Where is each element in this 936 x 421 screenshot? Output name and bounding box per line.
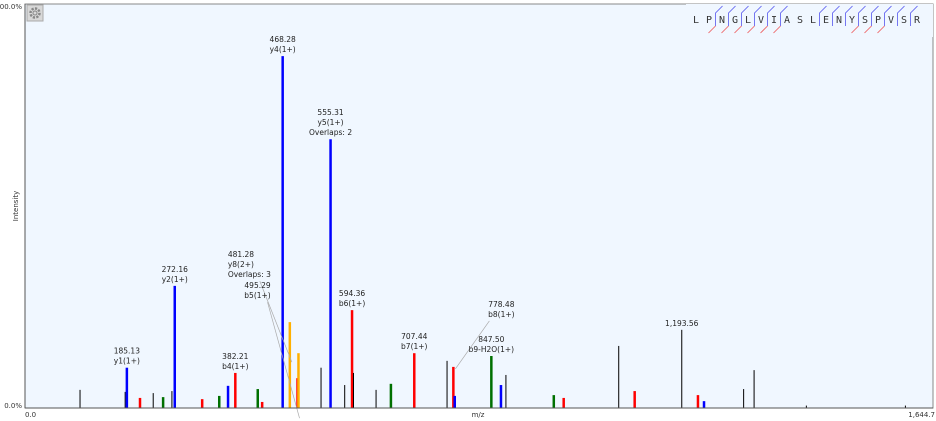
y-ion-marker (819, 5, 827, 26)
peak-label: Overlaps: 3 (228, 270, 271, 279)
b-ion-marker (708, 25, 716, 34)
residue[interactable]: V (888, 15, 894, 26)
residue[interactable]: N (719, 15, 725, 26)
peak-label: 778.48 (488, 300, 514, 309)
y-ion-marker (910, 5, 918, 26)
y-tick-min: 0.0% (4, 402, 22, 410)
y-ion-marker (767, 5, 775, 26)
residue[interactable]: G (732, 15, 738, 26)
x-tick-max: 1,644.7 (908, 411, 935, 419)
residue[interactable]: L (693, 15, 699, 26)
residue[interactable]: R (914, 15, 921, 26)
residue[interactable]: S (901, 15, 907, 26)
peak-label: 382.21 (222, 352, 248, 361)
residue[interactable]: P (706, 15, 712, 26)
y-ion-marker (728, 5, 736, 26)
b-ion-marker (877, 25, 885, 34)
peak-label: 707.44 (401, 332, 427, 341)
residue[interactable]: I (771, 15, 777, 26)
residue[interactable]: E (823, 15, 829, 26)
peak-label: y8(2+) (228, 260, 254, 269)
y-ion-marker (741, 5, 749, 26)
b-ion-marker (760, 25, 768, 34)
peak-label: b5(1+) (244, 291, 271, 300)
y-ion-marker (780, 5, 788, 26)
peak-label: b6(1+) (339, 299, 366, 308)
b-ion-marker (773, 25, 781, 34)
residue[interactable]: S (862, 15, 868, 26)
label-leader-line (267, 302, 300, 419)
peak-label: 481.28 (228, 250, 254, 259)
peak-label: 185.13 (114, 347, 140, 356)
peak-label: 594.36 (339, 289, 365, 298)
peak-label: b8(1+) (488, 310, 515, 319)
peak-label: 272.16 (162, 265, 188, 274)
y-ion-marker (897, 5, 905, 26)
residue[interactable]: S (797, 15, 803, 26)
y-axis-label: Intensity (12, 191, 20, 221)
residue[interactable]: L (810, 15, 816, 26)
residue[interactable]: L (745, 15, 751, 26)
y-ion-marker (858, 5, 866, 26)
peak-label: y4(1+) (270, 45, 296, 54)
residue[interactable]: V (758, 15, 764, 26)
b-ion-marker (864, 25, 872, 34)
peak-label: 495.29 (244, 281, 270, 290)
b-ion-marker (747, 25, 755, 34)
y-ion-marker (884, 5, 892, 26)
peak-label: 555.31 (317, 108, 343, 117)
sequence-box (686, 4, 933, 37)
b-ion-marker (721, 25, 729, 34)
residue[interactable]: Y (849, 15, 855, 26)
b-ion-marker (851, 25, 859, 34)
label-leader-line (259, 281, 293, 363)
residue[interactable]: P (875, 15, 881, 26)
y-ion-marker (871, 5, 879, 26)
peak-label: b7(1+) (401, 342, 428, 351)
x-axis-label: m/z (472, 411, 485, 419)
y-ion-marker (715, 5, 723, 26)
b-ion-marker (734, 25, 742, 34)
peak-label: 1,193.56 (665, 319, 699, 328)
y-ion-marker (832, 5, 840, 26)
peak-label: y5(1+) (317, 118, 343, 127)
peak-label: y1(1+) (114, 357, 140, 366)
residue[interactable]: A (784, 15, 790, 26)
y-ion-marker (845, 5, 853, 26)
peak-label: y2(1+) (162, 275, 188, 284)
residue[interactable]: N (836, 15, 842, 26)
peak-label: 468.28 (270, 35, 296, 44)
peak-label: b4(1+) (222, 362, 249, 371)
peak-label: Overlaps: 2 (309, 128, 352, 137)
y-ion-marker (754, 5, 762, 26)
plot-area (24, 3, 934, 409)
y-tick-max: 100.0% (0, 3, 22, 11)
x-tick-min: 0.0 (25, 411, 36, 419)
label-leader-line (455, 320, 490, 370)
peak-label: 847.50 (478, 335, 504, 344)
peak-label: b9-H2O(1+) (469, 345, 515, 354)
settings-button[interactable] (26, 4, 44, 22)
gear-icon (29, 7, 41, 19)
